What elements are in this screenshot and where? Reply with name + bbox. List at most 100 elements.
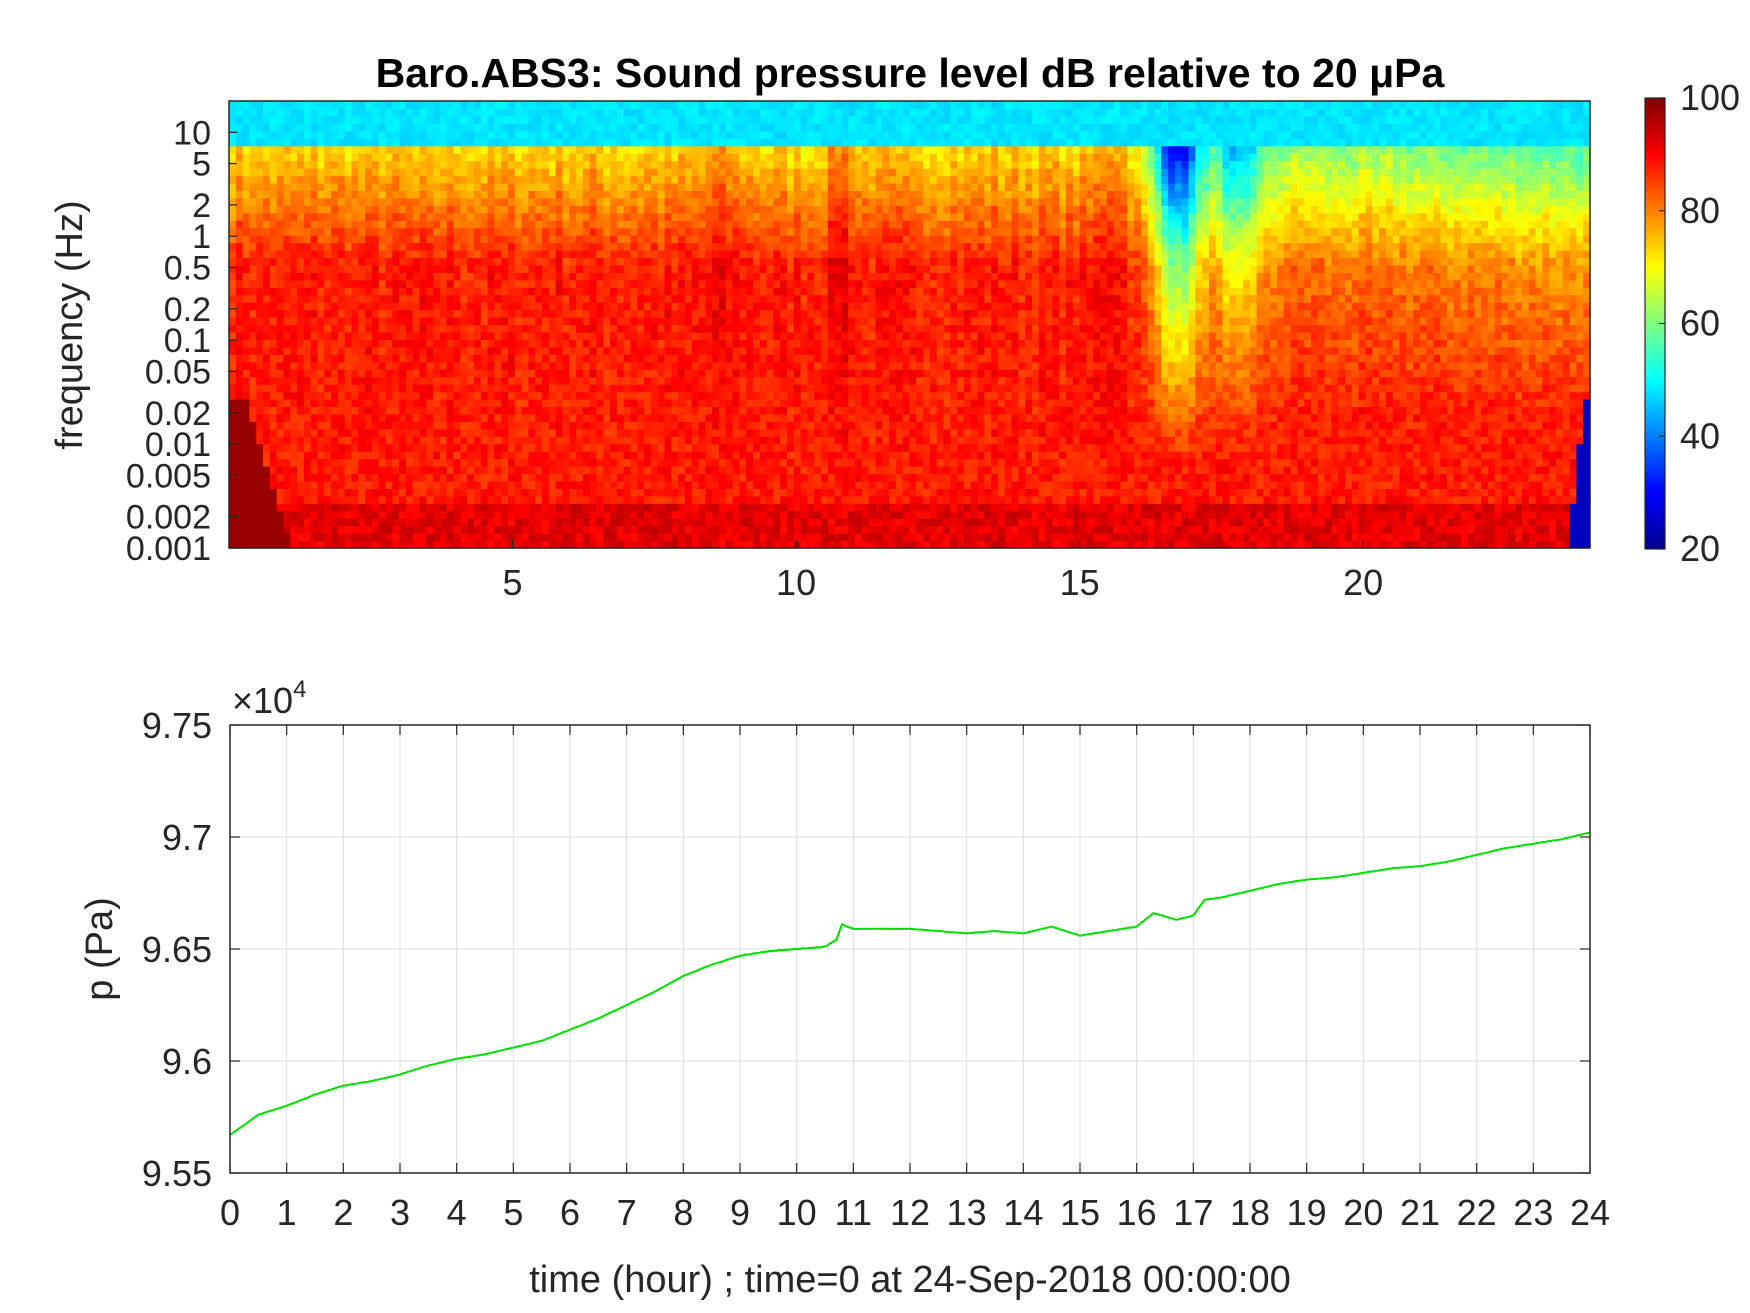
heatmap-cell <box>535 503 543 512</box>
heatmap-cell <box>405 101 414 110</box>
heatmap-cell <box>664 279 672 288</box>
heatmap-cell <box>365 451 373 460</box>
heatmap-cell <box>426 331 434 340</box>
heatmap-cell <box>487 466 495 475</box>
heatmap-cell <box>371 153 380 162</box>
heatmap-cell <box>698 317 706 326</box>
heatmap-cell <box>412 406 421 415</box>
heatmap-cell <box>739 190 747 199</box>
heatmap-cell <box>589 138 598 147</box>
heatmap-cell <box>256 518 264 527</box>
heatmap-cell <box>508 264 516 273</box>
heatmap-cell <box>657 235 666 244</box>
heatmap-cell <box>235 235 244 244</box>
heatmap-cell <box>569 130 577 139</box>
heatmap-cell <box>439 317 448 326</box>
heatmap-cell <box>378 346 387 355</box>
heatmap-cell <box>303 190 312 199</box>
heatmap-cell <box>535 525 543 534</box>
heatmap-cell <box>787 354 795 363</box>
heatmap-cell <box>480 399 489 408</box>
heatmap-cell <box>378 339 387 348</box>
heatmap-cell <box>787 257 795 266</box>
heatmap-cell <box>705 101 713 110</box>
heatmap-cell <box>535 361 543 370</box>
heatmap-cell <box>691 279 700 288</box>
heatmap-cell <box>453 324 461 333</box>
heatmap-cell <box>480 235 489 244</box>
heatmap-cell <box>405 451 414 460</box>
heatmap-cell <box>269 339 278 348</box>
heatmap-cell <box>331 302 339 311</box>
heatmap-cell <box>623 413 632 422</box>
heatmap-cell <box>487 331 495 340</box>
heatmap-cell <box>746 391 754 400</box>
heatmap-cell <box>616 250 625 259</box>
heatmap-cell <box>235 346 244 355</box>
heatmap-cell <box>555 250 564 259</box>
heatmap-cell <box>630 413 638 422</box>
heatmap-cell <box>263 212 271 221</box>
heatmap-cell <box>344 413 353 422</box>
heatmap-cell <box>739 130 747 139</box>
heatmap-cell <box>603 227 611 236</box>
heatmap-cell <box>439 227 448 236</box>
heatmap-cell <box>528 510 536 519</box>
heatmap-cell <box>684 130 693 139</box>
heatmap-cell <box>616 108 625 117</box>
heatmap-cell <box>256 220 264 229</box>
heatmap-cell <box>378 279 387 288</box>
heatmap-cell <box>508 361 516 370</box>
heatmap-cell <box>569 302 577 311</box>
heatmap-cell <box>480 205 489 214</box>
heatmap-cell <box>419 227 427 236</box>
heatmap-cell <box>439 145 448 154</box>
heatmap-cell <box>793 428 802 437</box>
heatmap-cell <box>290 115 298 124</box>
heatmap-cell <box>467 339 475 348</box>
heatmap-cell <box>780 272 788 281</box>
heatmap-cell <box>691 361 700 370</box>
heatmap-cell <box>229 123 237 132</box>
heatmap-cell <box>256 279 264 288</box>
heatmap-cell <box>671 205 679 214</box>
heatmap-cell <box>283 518 291 527</box>
heatmap-cell <box>419 443 427 452</box>
heatmap-cell <box>766 153 774 162</box>
heatmap-cell <box>644 466 652 475</box>
heatmap-cell <box>297 279 305 288</box>
heatmap-cell <box>691 503 700 512</box>
heatmap-cell <box>718 175 727 184</box>
heatmap-cell <box>691 182 700 191</box>
heatmap-cell <box>684 309 693 318</box>
heatmap-cell <box>752 525 761 534</box>
heatmap-cell <box>439 436 448 445</box>
heatmap-cell <box>433 384 441 393</box>
heatmap-cell <box>787 503 795 512</box>
heatmap-cell <box>780 346 788 355</box>
heatmap-cell <box>331 197 339 206</box>
heatmap-cell <box>283 317 291 326</box>
heatmap-cell <box>385 533 393 542</box>
heatmap-cell <box>249 361 257 370</box>
heatmap-cell <box>752 108 761 117</box>
heatmap-cell <box>644 130 652 139</box>
heatmap-cell <box>752 235 761 244</box>
heatmap-cell <box>378 406 387 415</box>
heatmap-cell <box>351 495 359 504</box>
heatmap-cell <box>317 354 325 363</box>
heatmap-cell <box>310 518 319 527</box>
heatmap-cell <box>283 413 291 422</box>
heatmap-cell <box>562 153 570 162</box>
heatmap-cell <box>385 212 393 221</box>
heatmap-cell <box>630 115 638 124</box>
heatmap-cell <box>276 451 285 460</box>
heatmap-cell <box>508 227 516 236</box>
heatmap-cell <box>766 190 774 199</box>
heatmap-cell <box>365 384 373 393</box>
heatmap-cell <box>657 264 666 273</box>
heatmap-cell <box>705 473 713 482</box>
heatmap-cell <box>766 518 774 527</box>
heatmap-cell <box>514 406 523 415</box>
heatmap-cell <box>705 242 713 251</box>
